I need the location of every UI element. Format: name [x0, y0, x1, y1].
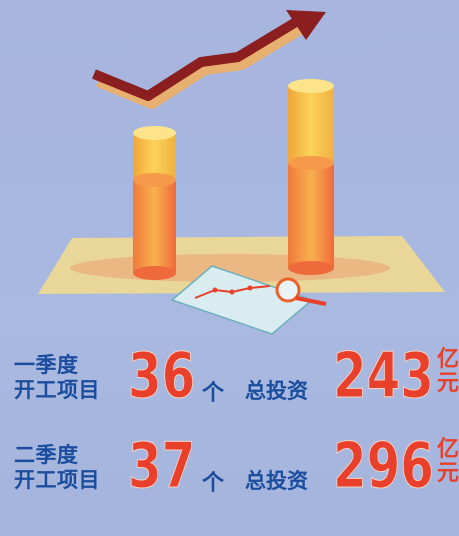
label-line: 二季度	[14, 443, 79, 467]
amount-unit: 亿元	[437, 438, 459, 486]
document	[170, 265, 327, 335]
invest-label: 总投资	[245, 469, 308, 493]
project-count: 36	[128, 339, 196, 412]
unit-char: 亿	[437, 437, 459, 462]
row-label: 二季度 开工项目	[14, 443, 100, 493]
unit-char: 元	[437, 371, 459, 396]
unit-char: 亿	[437, 347, 459, 372]
invest-amount: 296	[333, 429, 435, 502]
invest-amount: 243	[333, 339, 435, 412]
label-line: 开工项目	[14, 378, 100, 402]
invest-label: 总投资	[245, 379, 308, 403]
left-cylinder	[133, 126, 176, 280]
project-count: 37	[128, 429, 196, 502]
row-label: 一季度 开工项目	[14, 353, 100, 403]
count-unit: 个	[202, 381, 225, 406]
stat-row: 一季度 开工项目 36 个总投资 243 亿元	[0, 339, 459, 425]
unit-char: 元	[437, 461, 459, 486]
trend-arrow	[92, 10, 326, 109]
stat-row: 二季度 开工项目 37 个总投资 296 亿元	[0, 429, 459, 515]
right-cylinder	[288, 79, 334, 275]
label-line: 开工项目	[14, 468, 100, 492]
label-line: 一季度	[14, 353, 79, 377]
illustration	[38, 10, 445, 335]
count-unit: 个	[202, 471, 225, 496]
amount-unit: 亿元	[437, 348, 459, 396]
